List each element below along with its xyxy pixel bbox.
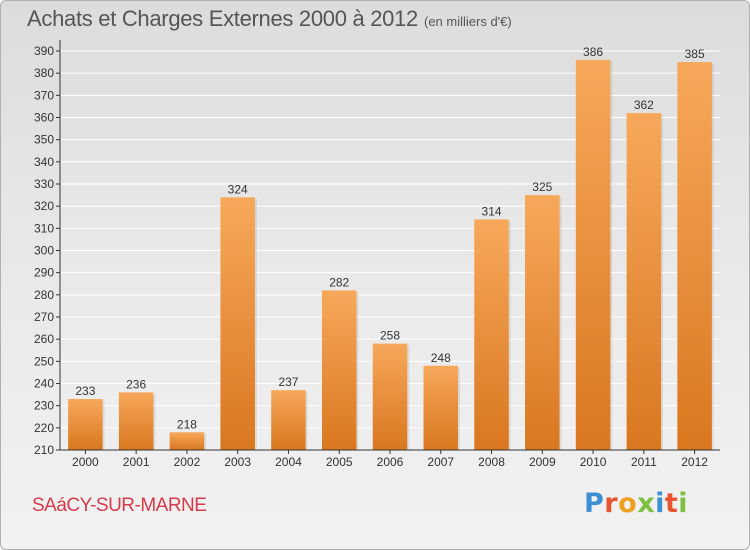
y-tick-label: 270 [34, 310, 54, 324]
bar-2000 [68, 399, 103, 450]
bar-2007 [423, 365, 459, 450]
x-tick-label: 2008 [478, 455, 505, 469]
y-tick-label: 220 [34, 421, 54, 435]
title-text: Achats et Charges Externes 2000 à 2012 [27, 6, 418, 31]
chart-title: Achats et Charges Externes 2000 à 2012 (e… [27, 6, 512, 32]
y-tick-label: 240 [34, 377, 54, 391]
y-tick-label: 250 [34, 354, 54, 368]
y-tick-label: 390 [34, 44, 54, 58]
y-tick-label: 230 [34, 399, 54, 413]
axes: 210 220 230 240 250 260 270 280 290 300 310 320 330 3… [34, 40, 720, 469]
x-tick-label: 2010 [580, 455, 607, 469]
data-label: 386 [583, 45, 603, 59]
data-label: 385 [685, 47, 705, 61]
bars: 233 236 218 324 237 282 258 248 314 325 386 362 385 [68, 45, 714, 451]
y-tick-label: 360 [34, 111, 54, 125]
bar-2009 [525, 195, 560, 450]
data-label: 233 [75, 384, 95, 398]
y-tick-label: 370 [34, 88, 54, 102]
data-label: 362 [634, 98, 654, 112]
logo-letter: i [678, 488, 689, 519]
y-tick-label: 380 [34, 66, 54, 80]
y-tick-label: 280 [34, 288, 54, 302]
bar-2010 [575, 59, 611, 450]
x-tick-label: 2005 [326, 455, 353, 469]
x-tick-label: 2006 [377, 455, 404, 469]
bar-2012 [677, 62, 712, 450]
logo-letter: o [618, 488, 638, 519]
bar-2001 [118, 392, 154, 450]
bar-2011 [626, 113, 662, 451]
y-tick-label: 260 [34, 332, 54, 346]
data-label: 218 [177, 417, 197, 431]
commune-name: SAáCY-SUR-MARNE [32, 495, 207, 516]
y-tick-label: 210 [34, 443, 54, 457]
data-label: 237 [278, 375, 298, 389]
data-label: 324 [228, 182, 248, 196]
data-label: 236 [126, 377, 146, 391]
x-tick-label: 2004 [275, 455, 302, 469]
bar-2008 [474, 219, 509, 450]
y-tick-label: 290 [34, 266, 54, 280]
y-tick-label: 300 [34, 244, 54, 258]
logo-letter: x [637, 488, 656, 519]
logo-letter: P [584, 488, 605, 519]
data-label: 314 [482, 204, 502, 218]
data-label: 258 [380, 329, 400, 343]
logo-letter: t [664, 488, 679, 519]
data-label: 248 [431, 351, 451, 365]
x-tick-label: 2000 [72, 455, 99, 469]
y-tick-label: 340 [34, 155, 54, 169]
y-tick-label: 350 [34, 133, 54, 147]
x-tick-label: 2012 [681, 455, 708, 469]
bar-2006 [372, 343, 408, 450]
logo-letter: r [604, 488, 619, 519]
bar-2003 [220, 197, 255, 450]
x-tick-label: 2003 [224, 455, 251, 469]
proxiti-logo: Proxiti [584, 488, 688, 519]
x-tick-label: 2007 [427, 455, 454, 469]
bar-2002 [169, 432, 205, 450]
bar-2005 [321, 290, 357, 450]
y-tick-label: 310 [34, 221, 54, 235]
data-label: 325 [532, 180, 552, 194]
x-tick-label: 2009 [529, 455, 556, 469]
logo-letter: i [655, 488, 665, 519]
bar-2004 [271, 390, 306, 450]
x-tick-label: 2002 [174, 455, 201, 469]
data-label: 282 [329, 275, 349, 289]
y-tick-label: 330 [34, 177, 54, 191]
title-unit: (en milliers d'€) [423, 14, 512, 29]
x-tick-label: 2001 [123, 455, 150, 469]
y-tick-label: 320 [34, 199, 54, 213]
x-tick-label: 2011 [631, 455, 657, 469]
